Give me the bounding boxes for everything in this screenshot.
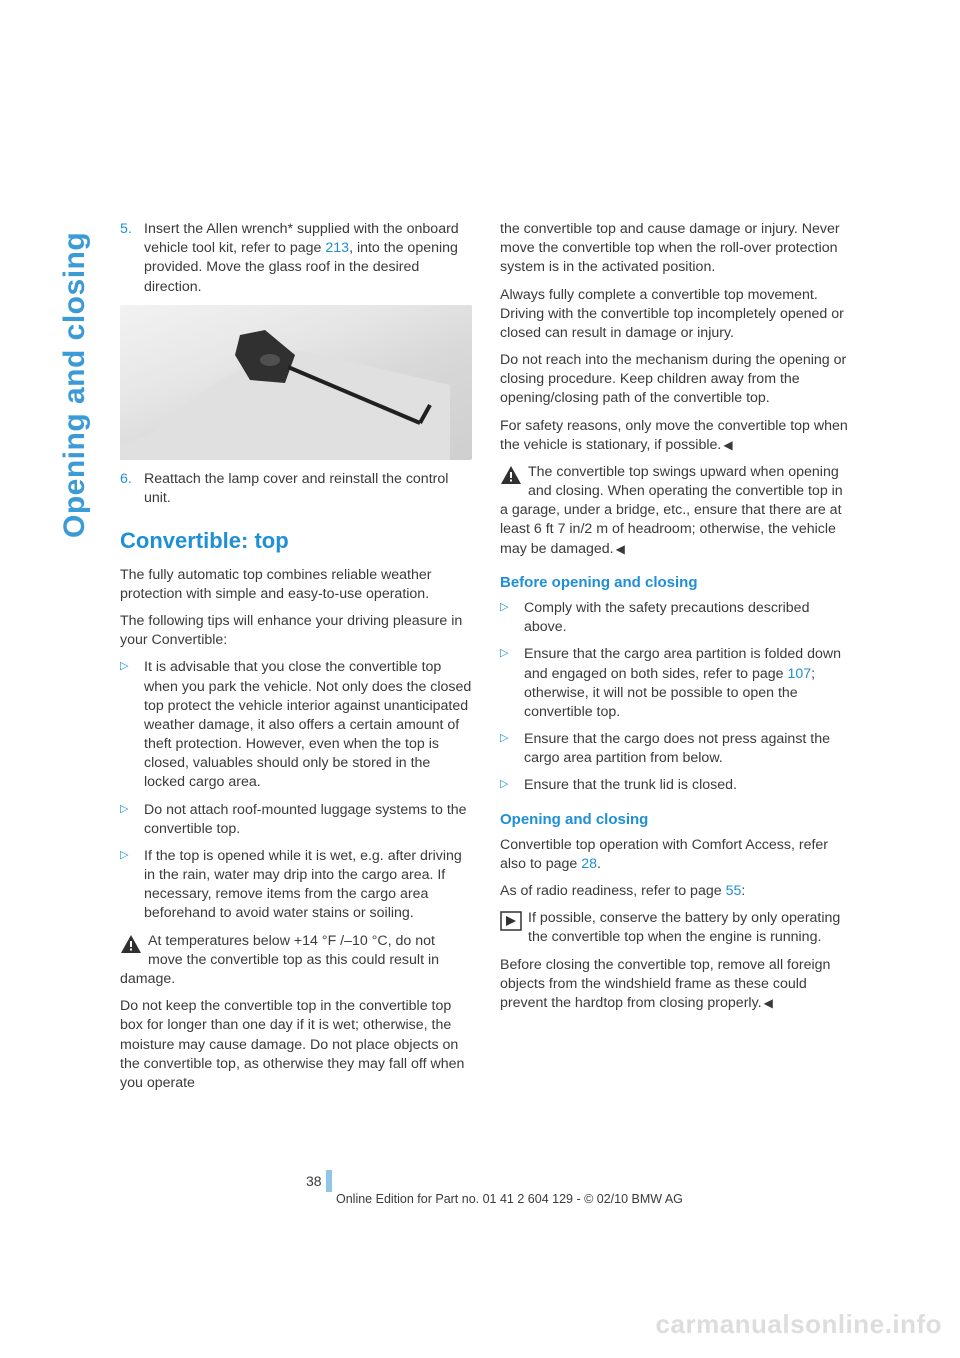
section-sidebar-title: Opening and closing: [58, 232, 92, 538]
before-bullet-2: ▷ Ensure that the cargo area partition i…: [500, 645, 852, 722]
temperature-warning: At temperatures below +14 °F /–10 °C, do…: [120, 932, 472, 990]
end-mark-icon: ◀: [616, 541, 625, 557]
page-ref-107[interactable]: 107: [787, 666, 811, 682]
left-column: 5. Insert the Allen wrench* supplied wit…: [120, 220, 472, 1101]
intro-paragraph-1: The fully automatic top combines reliabl…: [120, 566, 472, 604]
before-opening-heading: Before opening and closing: [500, 573, 852, 593]
bullet-icon: ▷: [120, 658, 144, 792]
step-6-number: 6.: [120, 470, 144, 508]
tip-bullet-1: ▷ It is advisable that you close the con…: [120, 658, 472, 792]
foreign-objects-text: Before closing the convertible top, remo…: [500, 957, 830, 1011]
page-ref-213[interactable]: 213: [325, 240, 349, 256]
before-bullet-1: ▷ Comply with the safety precautions des…: [500, 599, 852, 637]
right-p2: Always fully complete a convertible top …: [500, 286, 852, 344]
headroom-warning: The convertible top swings upward when o…: [500, 463, 852, 559]
bullet-icon: ▷: [500, 730, 524, 768]
moisture-paragraph: Do not keep the convertible top in the c…: [120, 997, 472, 1093]
warning-icon: [500, 465, 522, 485]
before-bullet-4: ▷ Ensure that the trunk lid is closed.: [500, 776, 852, 795]
right-p3: Do not reach into the mechanism during t…: [500, 351, 852, 409]
end-mark-icon: ◀: [764, 995, 773, 1011]
allen-wrench-illustration: [120, 305, 472, 460]
step-5-text-a: Insert the Allen wrench: [144, 221, 288, 237]
convertible-top-heading: Convertible: top: [120, 526, 472, 556]
right-p4: For safety reasons, only move the conver…: [500, 417, 852, 455]
page-content: 5. Insert the Allen wrench* supplied wit…: [120, 220, 880, 1101]
step-5: 5. Insert the Allen wrench* supplied wit…: [120, 220, 472, 297]
page-number-block: 38: [306, 1170, 332, 1192]
page-number: 38: [306, 1173, 322, 1189]
tip-bullet-3: ▷ If the top is opened while it is wet, …: [120, 847, 472, 924]
intro-paragraph-2: The following tips will enhance your dri…: [120, 612, 472, 650]
footer-copyright: Online Edition for Part no. 01 41 2 604 …: [336, 1192, 683, 1206]
opening-closing-heading: Opening and closing: [500, 810, 852, 830]
bullet-icon: ▷: [500, 599, 524, 637]
bullet-icon: ▷: [120, 847, 144, 924]
battery-note: If possible, conserve the battery by onl…: [500, 909, 852, 947]
radio-readiness-text-b: :: [741, 883, 745, 899]
bullet-icon: ▷: [120, 801, 144, 839]
before-1-text: Comply with the safety precautions descr…: [524, 599, 852, 637]
bullet-icon: ▷: [500, 645, 524, 722]
comfort-access-text-b: .: [597, 856, 601, 872]
foreign-objects-paragraph: Before closing the convertible top, remo…: [500, 956, 852, 1014]
tip-3-text: If the top is opened while it is wet, e.…: [144, 847, 472, 924]
tip-2-text: Do not attach roof-mounted luggage syste…: [144, 801, 472, 839]
radio-readiness-paragraph: As of radio readiness, refer to page 55:: [500, 882, 852, 901]
page-ref-28[interactable]: 28: [581, 856, 597, 872]
comfort-access-paragraph: Convertible top operation with Comfort A…: [500, 836, 852, 874]
tip-1-text: It is advisable that you close the conve…: [144, 658, 472, 792]
before-4-text: Ensure that the trunk lid is closed.: [524, 776, 852, 795]
right-p1: the convertible top and cause damage or …: [500, 220, 852, 278]
warning-icon: [120, 934, 142, 954]
battery-note-text: If possible, conserve the battery by onl…: [528, 910, 840, 945]
end-mark-icon: ◀: [723, 437, 732, 453]
right-p4-text: For safety reasons, only move the conver…: [500, 418, 848, 453]
headroom-warning-text: The convertible top swings upward when o…: [500, 464, 843, 557]
bullet-icon: ▷: [500, 776, 524, 795]
step-5-number: 5.: [120, 220, 144, 297]
two-column-layout: 5. Insert the Allen wrench* supplied wit…: [120, 220, 880, 1101]
watermark: carmanualsonline.info: [656, 1309, 942, 1340]
comfort-access-text-a: Convertible top operation with Comfort A…: [500, 837, 828, 872]
before-bullet-3: ▷ Ensure that the cargo does not press a…: [500, 730, 852, 768]
note-icon: [500, 911, 522, 931]
before-2-text: Ensure that the cargo area partition is …: [524, 645, 852, 722]
before-3-text: Ensure that the cargo does not press aga…: [524, 730, 852, 768]
step-6: 6. Reattach the lamp cover and reinstall…: [120, 470, 472, 508]
page-ref-55[interactable]: 55: [726, 883, 742, 899]
tip-bullet-2: ▷ Do not attach roof-mounted luggage sys…: [120, 801, 472, 839]
step-5-text: Insert the Allen wrench* supplied with t…: [144, 220, 472, 297]
temperature-warning-text: At temperatures below +14 °F /–10 °C, do…: [120, 933, 439, 987]
allen-wrench-figure: [120, 305, 472, 460]
page-number-bar: [326, 1170, 332, 1192]
radio-readiness-text-a: As of radio readiness, refer to page: [500, 883, 726, 899]
right-column: the convertible top and cause damage or …: [500, 220, 852, 1101]
step-6-text: Reattach the lamp cover and reinstall th…: [144, 470, 472, 508]
